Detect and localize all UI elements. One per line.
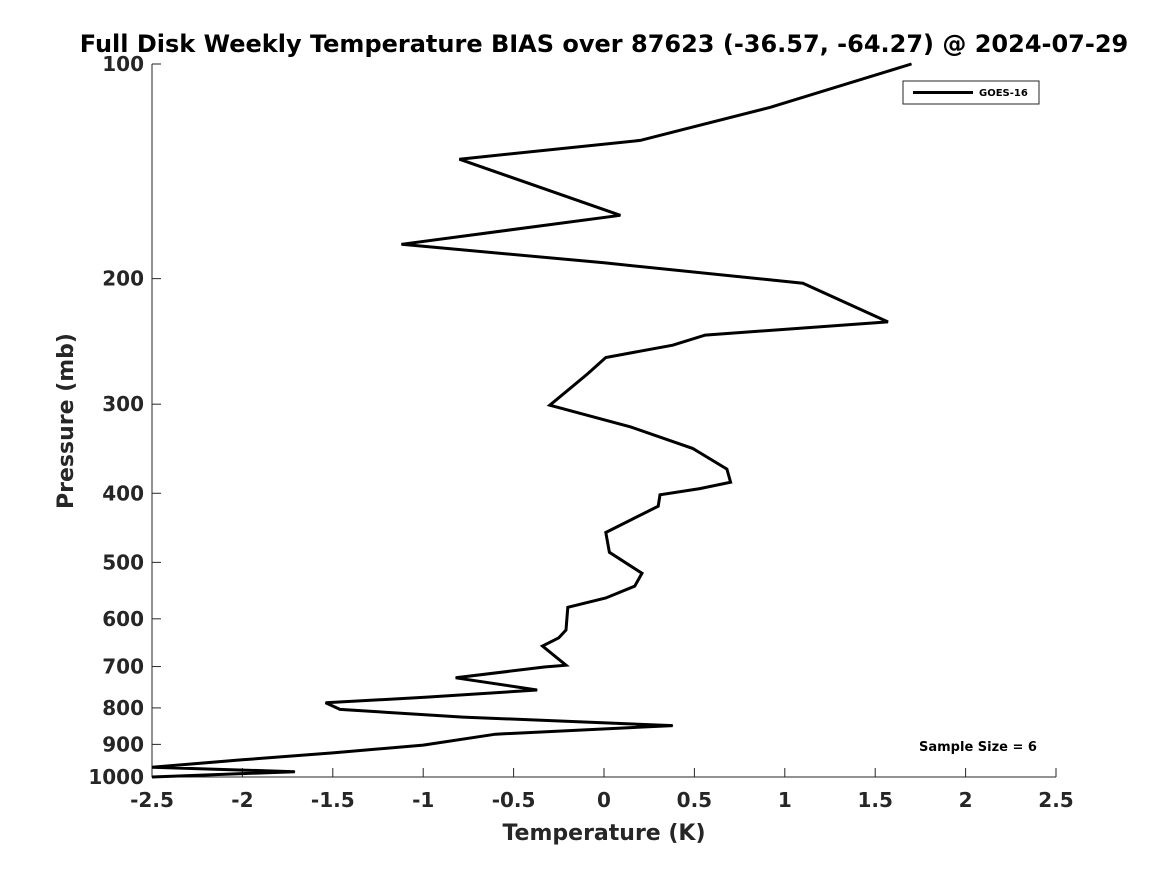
data-point bbox=[565, 664, 567, 666]
data-point bbox=[424, 696, 426, 698]
x-tick-label: -0.5 bbox=[492, 788, 536, 812]
data-point bbox=[672, 725, 674, 727]
x-tick-label: -2.5 bbox=[130, 788, 174, 812]
data-point bbox=[294, 771, 296, 773]
x-tick-label: -1.5 bbox=[311, 788, 355, 812]
data-point bbox=[730, 481, 732, 483]
data-point bbox=[401, 243, 402, 245]
y-tick-label: 200 bbox=[102, 267, 144, 291]
series-group bbox=[151, 62, 912, 779]
x-tick-label: -2 bbox=[231, 788, 253, 812]
data-point bbox=[659, 494, 661, 496]
data-point bbox=[495, 733, 496, 735]
y-tick-label: 800 bbox=[102, 696, 144, 720]
data-point bbox=[151, 766, 153, 768]
y-axis-label: Pressure (mb) bbox=[54, 333, 79, 509]
data-point bbox=[241, 759, 243, 761]
data-point bbox=[339, 708, 341, 710]
data-point bbox=[332, 752, 334, 754]
data-point bbox=[458, 158, 460, 160]
data-point bbox=[887, 321, 889, 323]
data-point bbox=[726, 468, 728, 470]
y-tick-label: 100 bbox=[102, 52, 144, 76]
data-point bbox=[605, 357, 607, 358]
data-point bbox=[536, 689, 538, 691]
chart-title: Full Disk Weekly Temperature BIAS over 8… bbox=[80, 30, 1128, 58]
y-tick-label: 500 bbox=[102, 550, 144, 574]
data-point bbox=[692, 447, 694, 449]
data-point bbox=[639, 139, 641, 141]
data-point bbox=[462, 716, 464, 718]
legend: GOES-16 bbox=[902, 80, 1040, 105]
y-tick-label: 1000 bbox=[88, 765, 144, 789]
data-point bbox=[543, 666, 545, 668]
x-tick-label: -1 bbox=[412, 788, 434, 812]
x-tick-label: 2 bbox=[959, 788, 973, 812]
data-point bbox=[603, 262, 605, 264]
data-point bbox=[704, 334, 706, 336]
x-tick-label: 1.5 bbox=[857, 788, 892, 812]
x-ticks: -2.5 -2 -1.5 -1 -0.5 0 0.5 1 1.5 2 2.5 bbox=[130, 768, 1074, 812]
x-tick-label: 1 bbox=[778, 788, 792, 812]
data-point bbox=[605, 597, 607, 599]
sample-size-annotation: Sample Size = 6 bbox=[919, 740, 1037, 755]
data-point bbox=[151, 776, 153, 778]
y-tick-label: 900 bbox=[102, 732, 144, 756]
data-point bbox=[608, 551, 610, 553]
x-axis-label: Temperature (K) bbox=[502, 821, 705, 846]
data-point bbox=[422, 744, 424, 746]
data-point bbox=[558, 637, 560, 639]
y-tick-label: 700 bbox=[102, 655, 144, 679]
data-point bbox=[619, 214, 621, 216]
data-point bbox=[802, 282, 804, 284]
data-point bbox=[455, 677, 457, 679]
y-tick-label: 600 bbox=[102, 607, 144, 631]
data-point bbox=[567, 606, 569, 608]
data-point bbox=[549, 404, 551, 406]
x-tick-label: 2.5 bbox=[1038, 788, 1073, 812]
legend-label-goes-16: GOES-16 bbox=[979, 88, 1028, 99]
data-point bbox=[641, 572, 643, 574]
data-point bbox=[657, 505, 659, 507]
data-point bbox=[910, 63, 912, 65]
data-point bbox=[542, 645, 543, 647]
data-point bbox=[672, 344, 674, 346]
data-point bbox=[769, 106, 771, 108]
data-point bbox=[325, 702, 327, 704]
x-tick-label: 0 bbox=[597, 788, 611, 812]
y-ticks: 100 200 300 400 500 600 700 800 900 1000 bbox=[88, 52, 161, 789]
data-point bbox=[565, 629, 567, 631]
data-point bbox=[634, 585, 636, 587]
data-point bbox=[699, 488, 701, 490]
data-point bbox=[605, 532, 607, 533]
data-point bbox=[630, 426, 632, 428]
data-point bbox=[587, 373, 589, 375]
y-tick-label: 400 bbox=[102, 481, 144, 505]
y-tick-label: 300 bbox=[102, 392, 144, 416]
series-line-goes-16 bbox=[151, 62, 912, 779]
x-tick-label: 0.5 bbox=[677, 788, 712, 812]
